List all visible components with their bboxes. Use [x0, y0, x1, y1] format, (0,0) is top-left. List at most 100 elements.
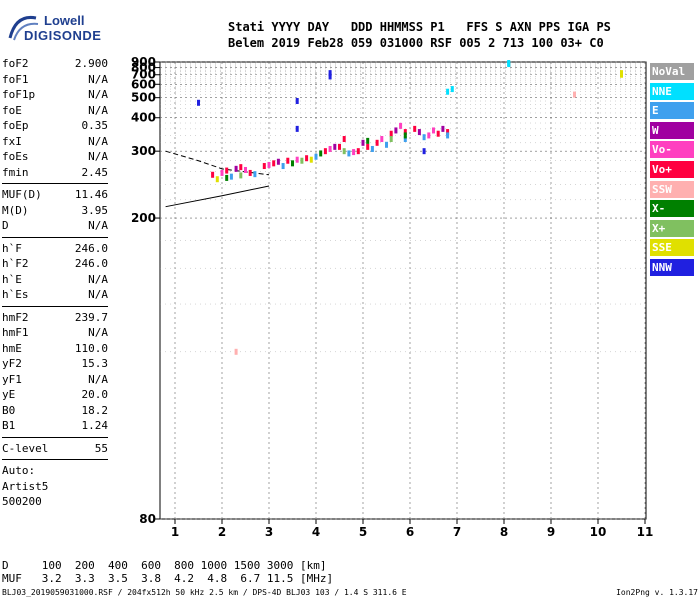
y-tick-label: 800	[131, 61, 156, 75]
legend-item: X-	[650, 200, 694, 218]
logo-line1: Lowell	[44, 13, 85, 28]
param-row: foEs N/A	[2, 149, 108, 165]
echo-point	[197, 99, 200, 106]
param-label: C-level	[2, 441, 49, 455]
param-label: h`F	[2, 241, 22, 255]
param-value: N/A	[88, 150, 108, 163]
param-row: h`F 246.0	[2, 241, 108, 257]
param-label: h`E	[2, 272, 22, 286]
echo-point	[366, 143, 370, 150]
echo-point	[432, 127, 435, 134]
param-row: yF2 15.3	[2, 356, 108, 372]
muf-table: D 100 200 400 600 800 1000 1500 3000 [km…	[2, 559, 333, 585]
param-row: C-level 55	[2, 441, 108, 457]
param-value: 246.0	[74, 257, 108, 270]
param-label: M(D)	[2, 203, 29, 217]
param-label: foF1p	[2, 88, 36, 101]
echo-point	[446, 132, 450, 139]
station-header: Stati YYYY DAY DDD HHMMSS P1 FFS S AXN P…	[228, 19, 611, 51]
x-tick-label: 5	[359, 525, 367, 539]
param-row: yF1 N/A	[2, 372, 108, 388]
param-row: M(D) 3.95	[2, 203, 108, 219]
param-label: D	[2, 219, 9, 232]
lowell-digisonde-logo: Lowell DIGISONDE	[2, 8, 132, 48]
muf-row: MUF 3.2 3.3 3.5 3.8 4.2 4.8 6.7 11.5 [MH…	[2, 572, 334, 585]
param-label: h`F2	[2, 257, 29, 270]
param-label: fxI	[2, 134, 22, 148]
legend-item: SSE	[650, 239, 694, 257]
echo-point	[211, 171, 215, 178]
legend-item: NoVal	[650, 63, 694, 80]
param-row: fmin 2.45	[2, 165, 108, 181]
echo-point	[248, 169, 252, 176]
param-row: B0 18.2	[2, 403, 108, 419]
echo-point	[413, 125, 417, 132]
param-value: 110.0	[74, 341, 108, 355]
echo-point	[436, 130, 440, 137]
echo-point	[281, 163, 285, 170]
x-tick-label: 7	[453, 525, 461, 539]
param-row: h`Es N/A	[2, 287, 108, 303]
y-tick-label: 500	[131, 91, 156, 105]
param-value: 0.35	[81, 119, 109, 132]
param-label: MUF(D)	[2, 188, 42, 201]
param-separator	[2, 459, 108, 460]
param-label: yF2	[2, 357, 22, 370]
param-value: 20.0	[81, 388, 109, 401]
echo-point	[441, 125, 445, 132]
param-row: fxI N/A	[2, 134, 108, 150]
logo-line2: DIGISONDE	[24, 28, 102, 43]
param-value: 2.45	[81, 165, 109, 179]
echo-point	[422, 134, 426, 141]
param-value: N/A	[88, 219, 108, 232]
param-value: N/A	[88, 134, 108, 148]
echo-point	[342, 148, 346, 155]
y-tick-label: 300	[131, 144, 156, 158]
x-tick-label: 6	[406, 525, 414, 539]
echo-point	[215, 176, 219, 183]
echo-point	[389, 136, 393, 143]
param-value: 246.0	[74, 241, 108, 255]
echo-point	[385, 141, 388, 148]
echo-point	[342, 136, 346, 143]
y-tick-label: 700	[131, 68, 156, 82]
param-row: h`E N/A	[2, 272, 108, 288]
echo-point	[394, 127, 398, 134]
header-line2: Belem 2019 Feb28 059 031000 RSF 005 2 71…	[228, 36, 604, 50]
echo-point	[300, 157, 304, 164]
param-label: foF1	[2, 72, 29, 86]
echo-point	[450, 86, 454, 93]
param-label: foEp	[2, 119, 29, 132]
echo-point	[276, 158, 280, 165]
echo-point	[338, 143, 341, 150]
param-value: 1.24	[81, 419, 109, 432]
param-separator	[2, 183, 108, 184]
echo-point	[234, 348, 238, 355]
x-tick-label: 11	[637, 525, 654, 539]
echo-point	[295, 156, 299, 163]
param-value: N/A	[88, 88, 108, 101]
echo-point	[234, 165, 238, 172]
param-separator	[2, 305, 108, 307]
param-row: hmF1 N/A	[2, 325, 108, 341]
x-tick-label: 4	[312, 525, 320, 539]
x-tick-label: 10	[590, 525, 607, 539]
echo-point	[244, 166, 247, 173]
echo-point	[328, 145, 332, 152]
echo-point	[352, 149, 356, 156]
y-tick-label: 900	[131, 55, 156, 69]
echo-point	[272, 160, 276, 167]
echo-point	[239, 164, 243, 171]
legend-item: Vo-	[650, 141, 694, 159]
param-value: N/A	[88, 103, 108, 117]
echo-point	[225, 174, 229, 181]
scaled-parameters-panel: foF2 2.900 foF1 N/A foF1p N/A foE N/A foEp 0.35 fx…	[2, 56, 108, 510]
param-label: hmE	[2, 341, 22, 355]
echo-point	[446, 129, 450, 136]
echo-point	[319, 150, 323, 157]
echo-point	[427, 132, 431, 139]
param-value: 55	[94, 441, 108, 455]
x-tick-label: 3	[265, 525, 273, 539]
version-info: Ion2Png v. 1.3.17	[616, 588, 698, 597]
